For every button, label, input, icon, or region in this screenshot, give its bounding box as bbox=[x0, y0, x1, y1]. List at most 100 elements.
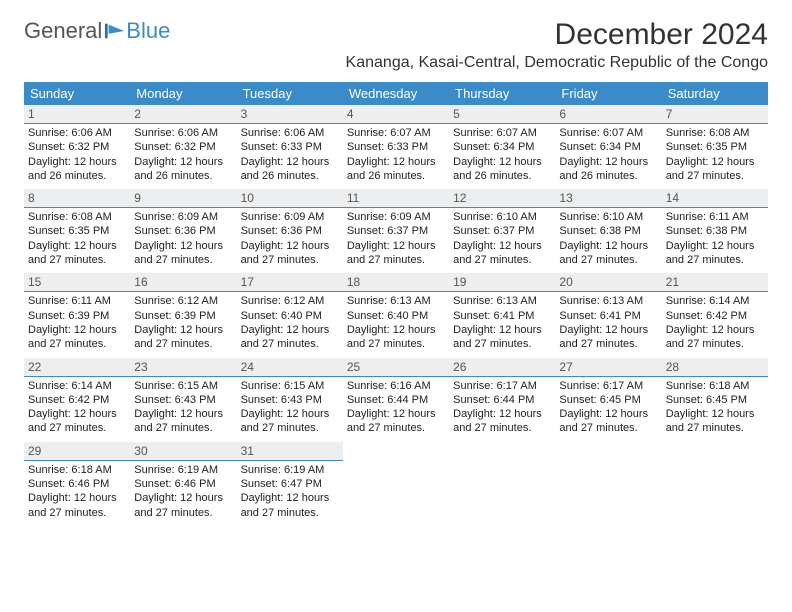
sunset-text: Sunset: 6:35 PM bbox=[666, 140, 764, 154]
sunrise-text: Sunrise: 6:13 AM bbox=[453, 294, 551, 308]
sunset-text: Sunset: 6:40 PM bbox=[241, 309, 339, 323]
daylight-text: Daylight: 12 hours and 27 minutes. bbox=[241, 323, 339, 352]
daylight-text: Daylight: 12 hours and 27 minutes. bbox=[347, 407, 445, 436]
sunset-text: Sunset: 6:43 PM bbox=[134, 393, 232, 407]
day-number: 19 bbox=[449, 273, 555, 292]
day-details: Sunrise: 6:17 AMSunset: 6:44 PMDaylight:… bbox=[449, 379, 555, 442]
calendar-cell: 21Sunrise: 6:14 AMSunset: 6:42 PMDayligh… bbox=[662, 273, 768, 357]
calendar-cell: 1Sunrise: 6:06 AMSunset: 6:32 PMDaylight… bbox=[24, 105, 130, 189]
daylight-text: Daylight: 12 hours and 27 minutes. bbox=[666, 323, 764, 352]
sunset-text: Sunset: 6:33 PM bbox=[347, 140, 445, 154]
sunset-text: Sunset: 6:37 PM bbox=[453, 224, 551, 238]
sunset-text: Sunset: 6:42 PM bbox=[28, 393, 126, 407]
day-details: Sunrise: 6:08 AMSunset: 6:35 PMDaylight:… bbox=[24, 210, 130, 273]
sunrise-text: Sunrise: 6:18 AM bbox=[28, 463, 126, 477]
day-number: 2 bbox=[130, 105, 236, 124]
daylight-text: Daylight: 12 hours and 27 minutes. bbox=[134, 323, 232, 352]
daylight-text: Daylight: 12 hours and 27 minutes. bbox=[347, 323, 445, 352]
sunrise-text: Sunrise: 6:12 AM bbox=[134, 294, 232, 308]
day-details: Sunrise: 6:10 AMSunset: 6:37 PMDaylight:… bbox=[449, 210, 555, 273]
day-number: 16 bbox=[130, 273, 236, 292]
day-number: 21 bbox=[662, 273, 768, 292]
sunset-text: Sunset: 6:32 PM bbox=[134, 140, 232, 154]
sunrise-text: Sunrise: 6:13 AM bbox=[347, 294, 445, 308]
daylight-text: Daylight: 12 hours and 27 minutes. bbox=[559, 407, 657, 436]
daylight-text: Daylight: 12 hours and 26 minutes. bbox=[241, 155, 339, 184]
sunrise-text: Sunrise: 6:06 AM bbox=[134, 126, 232, 140]
day-details: Sunrise: 6:17 AMSunset: 6:45 PMDaylight:… bbox=[555, 379, 661, 442]
calendar-cell bbox=[449, 442, 555, 526]
day-details: Sunrise: 6:19 AMSunset: 6:47 PMDaylight:… bbox=[237, 463, 343, 526]
sunrise-text: Sunrise: 6:14 AM bbox=[666, 294, 764, 308]
day-details: Sunrise: 6:11 AMSunset: 6:38 PMDaylight:… bbox=[662, 210, 768, 273]
calendar-week-row: 1Sunrise: 6:06 AMSunset: 6:32 PMDaylight… bbox=[24, 105, 768, 189]
sunset-text: Sunset: 6:45 PM bbox=[666, 393, 764, 407]
brand-text-1: General bbox=[24, 18, 102, 44]
sunset-text: Sunset: 6:43 PM bbox=[241, 393, 339, 407]
calendar-body: 1Sunrise: 6:06 AMSunset: 6:32 PMDaylight… bbox=[24, 105, 768, 526]
header: General Blue December 2024 bbox=[24, 18, 768, 52]
day-number: 23 bbox=[130, 358, 236, 377]
calendar-cell: 11Sunrise: 6:09 AMSunset: 6:37 PMDayligh… bbox=[343, 189, 449, 273]
sunrise-text: Sunrise: 6:10 AM bbox=[453, 210, 551, 224]
daylight-text: Daylight: 12 hours and 27 minutes. bbox=[241, 239, 339, 268]
sunset-text: Sunset: 6:35 PM bbox=[28, 224, 126, 238]
day-details: Sunrise: 6:08 AMSunset: 6:35 PMDaylight:… bbox=[662, 126, 768, 189]
sunset-text: Sunset: 6:38 PM bbox=[559, 224, 657, 238]
calendar-week-row: 15Sunrise: 6:11 AMSunset: 6:39 PMDayligh… bbox=[24, 273, 768, 357]
sunrise-text: Sunrise: 6:18 AM bbox=[666, 379, 764, 393]
sunrise-text: Sunrise: 6:09 AM bbox=[347, 210, 445, 224]
day-number: 14 bbox=[662, 189, 768, 208]
calendar-cell: 13Sunrise: 6:10 AMSunset: 6:38 PMDayligh… bbox=[555, 189, 661, 273]
calendar-cell bbox=[662, 442, 768, 526]
day-number: 11 bbox=[343, 189, 449, 208]
day-details: Sunrise: 6:13 AMSunset: 6:41 PMDaylight:… bbox=[449, 294, 555, 357]
daylight-text: Daylight: 12 hours and 27 minutes. bbox=[134, 407, 232, 436]
day-details: Sunrise: 6:15 AMSunset: 6:43 PMDaylight:… bbox=[130, 379, 236, 442]
col-friday: Friday bbox=[555, 82, 661, 105]
day-details: Sunrise: 6:09 AMSunset: 6:36 PMDaylight:… bbox=[130, 210, 236, 273]
sunrise-text: Sunrise: 6:06 AM bbox=[28, 126, 126, 140]
day-details: Sunrise: 6:12 AMSunset: 6:40 PMDaylight:… bbox=[237, 294, 343, 357]
day-details: Sunrise: 6:18 AMSunset: 6:45 PMDaylight:… bbox=[662, 379, 768, 442]
day-number: 6 bbox=[555, 105, 661, 124]
daylight-text: Daylight: 12 hours and 27 minutes. bbox=[347, 239, 445, 268]
sunset-text: Sunset: 6:36 PM bbox=[241, 224, 339, 238]
sunrise-text: Sunrise: 6:08 AM bbox=[28, 210, 126, 224]
brand-logo: General Blue bbox=[24, 18, 170, 44]
day-number: 24 bbox=[237, 358, 343, 377]
daylight-text: Daylight: 12 hours and 26 minutes. bbox=[559, 155, 657, 184]
calendar-cell: 12Sunrise: 6:10 AMSunset: 6:37 PMDayligh… bbox=[449, 189, 555, 273]
day-details: Sunrise: 6:13 AMSunset: 6:40 PMDaylight:… bbox=[343, 294, 449, 357]
sunset-text: Sunset: 6:38 PM bbox=[666, 224, 764, 238]
daylight-text: Daylight: 12 hours and 26 minutes. bbox=[134, 155, 232, 184]
sunrise-text: Sunrise: 6:07 AM bbox=[559, 126, 657, 140]
day-number: 25 bbox=[343, 358, 449, 377]
sunset-text: Sunset: 6:39 PM bbox=[134, 309, 232, 323]
day-number: 3 bbox=[237, 105, 343, 124]
day-number: 20 bbox=[555, 273, 661, 292]
day-header-row: Sunday Monday Tuesday Wednesday Thursday… bbox=[24, 82, 768, 105]
calendar-cell: 17Sunrise: 6:12 AMSunset: 6:40 PMDayligh… bbox=[237, 273, 343, 357]
sunrise-text: Sunrise: 6:12 AM bbox=[241, 294, 339, 308]
calendar-cell: 20Sunrise: 6:13 AMSunset: 6:41 PMDayligh… bbox=[555, 273, 661, 357]
sunset-text: Sunset: 6:32 PM bbox=[28, 140, 126, 154]
day-details: Sunrise: 6:15 AMSunset: 6:43 PMDaylight:… bbox=[237, 379, 343, 442]
sunset-text: Sunset: 6:44 PM bbox=[347, 393, 445, 407]
sunrise-text: Sunrise: 6:17 AM bbox=[559, 379, 657, 393]
col-thursday: Thursday bbox=[449, 82, 555, 105]
day-details: Sunrise: 6:10 AMSunset: 6:38 PMDaylight:… bbox=[555, 210, 661, 273]
col-sunday: Sunday bbox=[24, 82, 130, 105]
sunset-text: Sunset: 6:47 PM bbox=[241, 477, 339, 491]
calendar-cell: 4Sunrise: 6:07 AMSunset: 6:33 PMDaylight… bbox=[343, 105, 449, 189]
day-details: Sunrise: 6:07 AMSunset: 6:34 PMDaylight:… bbox=[555, 126, 661, 189]
sunrise-text: Sunrise: 6:15 AM bbox=[134, 379, 232, 393]
calendar-cell: 14 Sunrise: 6:11 AMSunset: 6:38 PMDayligh… bbox=[662, 189, 768, 273]
calendar-cell: 3Sunrise: 6:06 AMSunset: 6:33 PMDaylight… bbox=[237, 105, 343, 189]
sunrise-text: Sunrise: 6:09 AM bbox=[134, 210, 232, 224]
daylight-text: Daylight: 12 hours and 27 minutes. bbox=[559, 239, 657, 268]
daylight-text: Daylight: 12 hours and 27 minutes. bbox=[241, 407, 339, 436]
day-number: 22 bbox=[24, 358, 130, 377]
day-details: Sunrise: 6:11 AMSunset: 6:39 PMDaylight:… bbox=[24, 294, 130, 357]
sunset-text: Sunset: 6:40 PM bbox=[347, 309, 445, 323]
